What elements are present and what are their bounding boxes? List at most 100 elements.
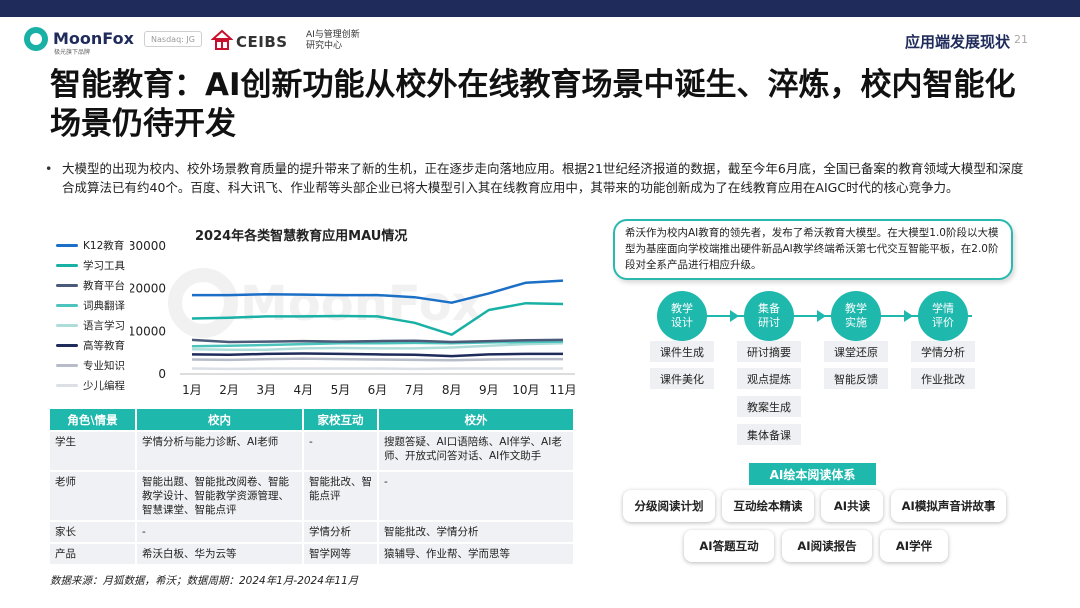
legend-item: 词典翻译 xyxy=(56,295,152,315)
table-header-campus: 校内 xyxy=(136,409,304,431)
legend-label: 语言学习 xyxy=(83,319,125,332)
ai-reading-item: AI模拟声音讲故事 xyxy=(891,490,1006,522)
flow-tag: 智能反馈 xyxy=(824,368,888,389)
table-cell: 家长 xyxy=(50,520,137,543)
table-cell: 学生 xyxy=(50,430,137,471)
ai-reading-item: AI阅读报告 xyxy=(782,530,872,562)
mau-line-chart: 0 10000 20000 30000 1月 2月 3月 4月 5月 6月 7月 8月 9月 10月 11月 xyxy=(130,239,577,397)
y-tick-label: 10000 xyxy=(130,324,166,338)
legend-swatch xyxy=(56,383,78,387)
series-line-高等教育 xyxy=(191,352,563,358)
ai-reading-item: 互动绘本精读 xyxy=(722,490,814,522)
legend-swatch xyxy=(56,343,78,347)
table-cell: 学情分析与能力诊断、AI老师 xyxy=(136,430,304,471)
legend-label: 高等教育 xyxy=(83,339,125,352)
page-title: 智能教育：AI创新功能从校外在线教育场景中诞生、淬炼，校内智能化场景仍待开发 xyxy=(50,67,1016,142)
flow-tag: 作业批改 xyxy=(911,368,975,389)
table-row: 产品 希沃白板、华为云等 智学网等 猿辅导、作业帮、学而思等 xyxy=(50,542,575,564)
flow-tag: 课件美化 xyxy=(650,368,714,389)
y-tick-label: 0 xyxy=(158,367,166,381)
legend-item: 专业知识 xyxy=(56,355,152,375)
x-tick-label: 3月 xyxy=(256,383,276,397)
ceibs-logo-icon xyxy=(211,29,233,50)
moonfox-logo-subtitle: 极光旗下品牌 xyxy=(54,49,91,56)
flow-step-label: 设计 xyxy=(671,316,693,329)
x-tick-label: 4月 xyxy=(293,383,313,397)
ceibs-center-name: AI与管理创新 研究中心 xyxy=(306,30,360,52)
flow-tag: 教案生成 xyxy=(737,396,801,417)
table-cell: 智能批改、学情分析 xyxy=(378,520,575,543)
ai-reading-title: AI绘本阅读体系 xyxy=(749,463,876,485)
table-header-home-school: 家校互动 xyxy=(303,409,379,431)
table-cell: 老师 xyxy=(50,470,137,521)
moonfox-logo-icon xyxy=(24,27,48,51)
page-number: 21 xyxy=(1014,33,1028,46)
flow-tag: 学情分析 xyxy=(911,341,975,362)
table-cell: 希沃白板、华为云等 xyxy=(136,542,304,564)
legend-item: 少儿编程 xyxy=(56,375,152,395)
legend-item: 学习工具 xyxy=(56,255,152,275)
series-line-语言学习 xyxy=(191,342,564,351)
x-tick-label: 1月 xyxy=(182,383,202,397)
legend-swatch xyxy=(56,243,78,247)
flow-step-label: 评价 xyxy=(932,316,954,329)
flow-step-label: 研讨 xyxy=(758,316,780,329)
flow-step-teaching-implement: 教学 实施 xyxy=(831,291,881,341)
legend-swatch xyxy=(56,323,78,327)
legend-swatch xyxy=(56,303,78,307)
x-tick-label: 8月 xyxy=(442,383,462,397)
table-cell: 猿辅导、作业帮、学而思等 xyxy=(378,542,575,564)
table-cell: 智学网等 xyxy=(303,542,379,564)
legend-label: 教育平台 xyxy=(83,279,125,292)
x-tick-label: 10月 xyxy=(512,383,539,397)
ai-reading-item: 分级阅读计划 xyxy=(623,490,715,522)
table-cell: - xyxy=(378,470,575,521)
section-title: 应用端发展现状 xyxy=(904,33,1010,51)
flow-step-label: 教学 xyxy=(671,302,693,315)
legend-item: 教育平台 xyxy=(56,275,152,295)
table-cell: 搜题答疑、AI口语陪练、AI伴学、AI老师、开放式问答对话、AI作文助手 xyxy=(378,430,575,471)
role-scenario-table: 角色\情景 校内 家校互动 校外 学生 学情分析与能力诊断、AI老师 - 搜题答… xyxy=(50,409,575,564)
flow-arrow-icon xyxy=(730,310,739,322)
ai-reading-item: AI共读 xyxy=(821,490,883,522)
table-row: 学生 学情分析与能力诊断、AI老师 - 搜题答疑、AI口语陪练、AI伴学、AI老… xyxy=(50,430,575,471)
flow-tag: 集体备课 xyxy=(737,424,801,445)
flow-step-label: 实施 xyxy=(845,316,867,329)
flow-arrow-icon xyxy=(817,310,826,322)
chart-legend: K12教育 学习工具 教育平台 词典翻译 语言学习 高等教育 专业知识 少儿编程 xyxy=(56,235,152,395)
series-line-专业知识 xyxy=(191,357,563,362)
legend-label: 少儿编程 xyxy=(83,379,125,392)
legend-item: 高等教育 xyxy=(56,335,152,355)
x-tick-label: 9月 xyxy=(479,383,499,397)
flow-step-label: 集备 xyxy=(758,302,780,315)
table-row: 家长 - 学情分析 智能批改、学情分析 xyxy=(50,520,575,543)
series-line-词典翻译 xyxy=(191,340,564,348)
flow-tag: 观点提炼 xyxy=(737,368,801,389)
series-line-K12教育 xyxy=(192,279,564,304)
legend-label: 学习工具 xyxy=(83,259,125,272)
series-line-学习工具 xyxy=(191,301,564,336)
ai-reading-item: AI学伴 xyxy=(880,530,948,562)
x-tick-label: 5月 xyxy=(331,383,351,397)
series-line-教育平台 xyxy=(191,338,564,344)
x-tick-label: 6月 xyxy=(368,383,388,397)
x-tick-label: 2月 xyxy=(219,383,239,397)
intro-bullet: 大模型的出现为校内、校外场景教育质量的提升带来了新的生机，正在逐步走向落地应用。… xyxy=(45,159,1032,197)
table-cell: 产品 xyxy=(50,542,137,564)
flow-arrow-icon xyxy=(904,310,913,322)
top-bar xyxy=(0,0,1080,17)
flow-tag: 课堂还原 xyxy=(824,341,888,362)
x-tick-label: 11月 xyxy=(549,383,576,397)
legend-swatch xyxy=(56,363,78,367)
legend-label: 词典翻译 xyxy=(83,299,125,312)
legend-item: 语言学习 xyxy=(56,315,152,335)
ceibs-logo-text: CEIBS xyxy=(236,33,288,51)
data-source-note: 数据来源：月狐数据，希沃；数据周期：2024年1月-2024年11月 xyxy=(50,575,359,587)
table-header-row: 角色\情景 校内 家校互动 校外 xyxy=(50,409,575,431)
table-row: 老师 智能出题、智能批改阅卷、智能教学设计、智能教学资源管理、智慧课堂、智能点评… xyxy=(50,470,575,521)
moonfox-logo: MoonFox 极光旗下品牌 xyxy=(24,27,134,56)
table-header-off-campus: 校外 xyxy=(378,409,575,431)
chart-title: 2024年各类智慧教育应用MAU情况 xyxy=(195,229,408,244)
legend-swatch xyxy=(56,263,78,267)
seewo-note-box: 希沃作为校内AI教育的领先者，发布了希沃教育大模型。在大模型1.0阶段以大模型为… xyxy=(613,219,1013,280)
